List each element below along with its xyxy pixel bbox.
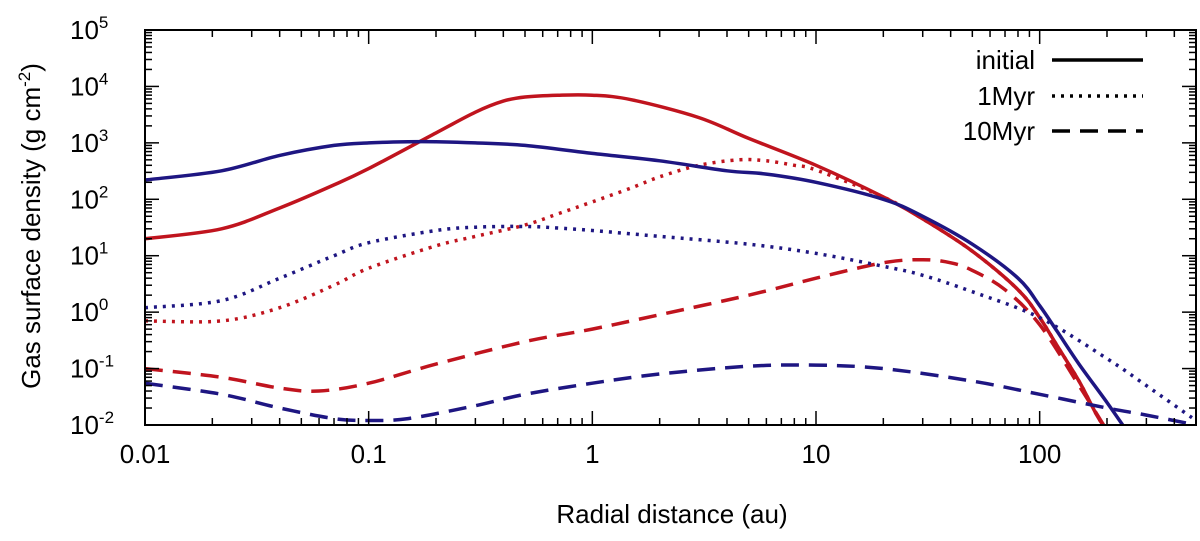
- x-tick-label: 0.01: [120, 439, 171, 469]
- ticks-layer: [144, 29, 1197, 426]
- plot-frame: [144, 29, 1197, 426]
- legend-entry-initial: initial: [976, 45, 1143, 75]
- series-blue-solid: [145, 139, 1125, 425]
- y-tick-label: 100: [70, 295, 108, 327]
- x-tick-label: 1: [585, 439, 599, 469]
- series-red-dotted: [145, 157, 1106, 425]
- series-blue-dotted: [145, 224, 1196, 422]
- y-tick-label: 104: [70, 69, 108, 101]
- legend-label: 10Myr: [963, 116, 1036, 146]
- labels-layer: 0.01 0.1 1 10 100 10-2 10-1 100 101 102 103 104 105: [70, 13, 1061, 469]
- x-tick-label: 100: [1018, 439, 1061, 469]
- y-tick-label: 101: [70, 239, 108, 271]
- series-layer: [145, 93, 1196, 425]
- legend-label: 1Myr: [977, 81, 1035, 111]
- series-blue-dashed: [145, 363, 1196, 425]
- legend-entry-10myr: 10Myr: [963, 116, 1143, 146]
- legend-label: initial: [976, 45, 1035, 75]
- series-red-dashed: [145, 257, 1106, 425]
- y-tick-label: 103: [70, 126, 108, 158]
- y-tick-label: 10-1: [70, 352, 114, 384]
- y-tick-label: 105: [70, 13, 108, 45]
- y-tick-label: 10-2: [70, 408, 114, 440]
- legend-entry-1myr: 1Myr: [977, 81, 1143, 111]
- x-axis-title: Radial distance (au): [556, 499, 787, 529]
- x-tick-label: 0.1: [351, 439, 387, 469]
- legend: initial 1Myr 10Myr: [963, 45, 1143, 146]
- x-tick-label: 10: [802, 439, 831, 469]
- y-tick-label: 102: [70, 182, 108, 214]
- y-axis-title: Gas surface density (g cm-2): [15, 63, 46, 389]
